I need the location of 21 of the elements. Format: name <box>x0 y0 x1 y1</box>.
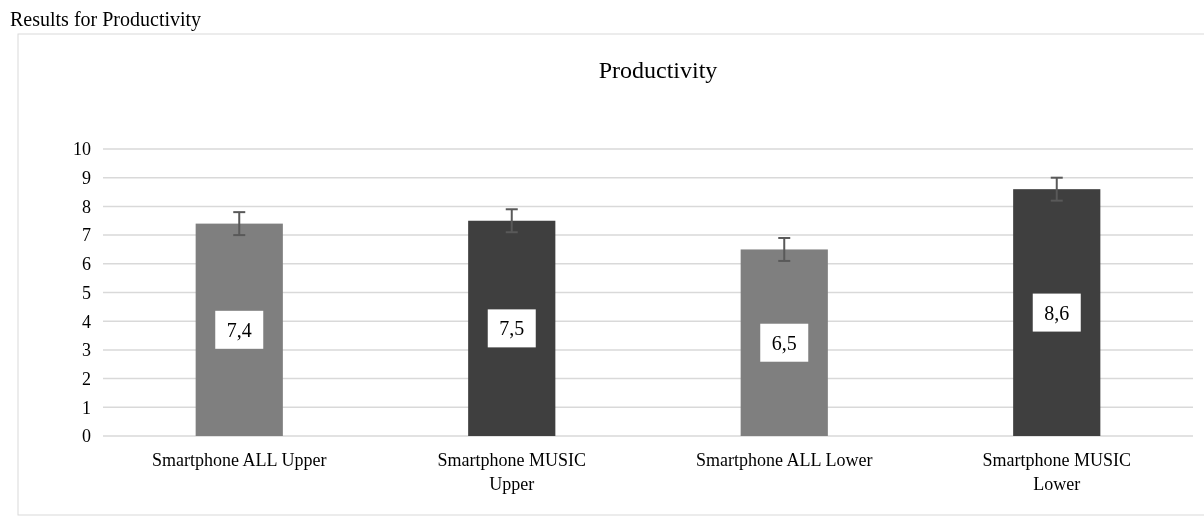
y-tick-label: 8 <box>82 196 91 217</box>
data-label: 8,6 <box>1044 301 1070 324</box>
y-tick-label: 10 <box>73 139 91 160</box>
y-tick-label: 4 <box>82 311 91 332</box>
y-tick-label: 5 <box>82 282 91 303</box>
data-label: 7,4 <box>226 318 252 341</box>
data-label: 7,5 <box>499 317 525 340</box>
x-tick-label: Smartphone ALL Lower <box>696 450 873 470</box>
y-tick-label: 2 <box>82 368 91 389</box>
data-label: 6,5 <box>771 331 797 354</box>
x-tick-label: Smartphone MUSIC Upper <box>437 450 586 494</box>
y-tick-label: 1 <box>82 397 91 418</box>
y-tick-label: 3 <box>82 340 91 361</box>
y-tick-label: 7 <box>82 225 91 246</box>
text: Results for Productivity <box>10 8 202 31</box>
x-tick-label: Smartphone ALL Upper <box>152 450 327 470</box>
y-tick-label: 9 <box>82 168 91 188</box>
chart-title: Productivity <box>598 57 718 83</box>
x-tick-label: Smartphone MUSIC Lower <box>982 450 1131 494</box>
y-tick-label: 0 <box>82 426 91 447</box>
y-tick-label: 6 <box>82 254 91 275</box>
